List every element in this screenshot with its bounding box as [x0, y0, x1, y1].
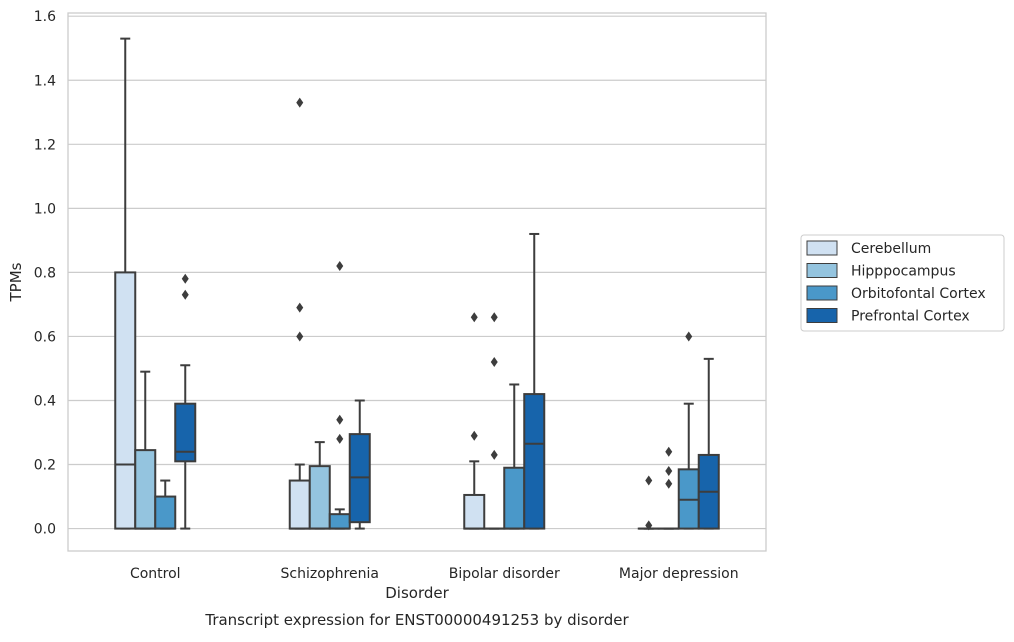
outlier-point — [296, 331, 303, 341]
y-tick-label: 1.4 — [34, 73, 56, 89]
legend-item: Cerebellum — [807, 241, 931, 257]
plot-area — [115, 39, 719, 531]
box — [155, 497, 175, 529]
legend: Cerebellum Hipppocampus Orbitofontal Corte… — [801, 235, 1004, 331]
y-tick-label: 0.0 — [34, 522, 56, 538]
legend-item: Orbitofontal Cortex — [807, 286, 986, 302]
grid-layer — [68, 16, 766, 528]
box-group — [524, 234, 544, 529]
outlier-point — [685, 331, 692, 341]
outlier-point — [665, 466, 672, 476]
x-axis-label: Disorder — [385, 584, 449, 602]
y-axis-label: TPMs — [7, 262, 25, 302]
y-tick-label: 1.2 — [34, 137, 56, 153]
plot-frame — [68, 13, 766, 551]
x-tick-label: Bipolar disorder — [449, 566, 560, 582]
box — [504, 468, 524, 529]
box-group — [679, 331, 699, 528]
box — [464, 495, 484, 529]
outlier-point — [471, 431, 478, 441]
outlier-point — [336, 415, 343, 425]
box-group — [350, 400, 370, 528]
box-group — [330, 261, 350, 529]
outlier-point — [471, 312, 478, 322]
outlier-point — [645, 476, 652, 486]
y-axis: 0.0 0.2 0.4 0.6 0.8 1.0 1.2 1.4 1.6 — [34, 9, 56, 537]
x-axis: Control Schizophrenia Bipolar disorder Majo… — [130, 566, 739, 582]
y-tick-label: 0.8 — [34, 265, 56, 281]
outlier-point — [336, 434, 343, 444]
box-group — [699, 359, 719, 529]
legend-label: Prefrontal Cortex — [851, 309, 970, 325]
outlier-point — [296, 98, 303, 108]
y-tick-label: 0.2 — [34, 458, 56, 474]
x-tick-label: Major depression — [619, 566, 739, 582]
outlier-point — [182, 274, 189, 284]
legend-swatch — [807, 241, 837, 255]
legend-item: Hipppocampus — [807, 264, 956, 280]
box-group — [504, 384, 524, 528]
outlier-point — [491, 450, 498, 460]
legend-swatch — [807, 264, 837, 278]
legend-label: Orbitofontal Cortex — [851, 286, 986, 302]
chart-title: Transcript expression for ENST0000049125… — [204, 611, 629, 629]
outlier-point — [491, 357, 498, 367]
outlier-point — [296, 303, 303, 313]
outlier-point — [665, 447, 672, 457]
y-tick-label: 1.0 — [34, 201, 56, 217]
box-group — [135, 372, 155, 529]
legend-item: Prefrontal Cortex — [807, 309, 970, 325]
y-tick-label: 0.6 — [34, 329, 56, 345]
legend-label: Cerebellum — [851, 241, 931, 257]
x-tick-label: Control — [130, 566, 181, 582]
box — [135, 450, 155, 528]
legend-label: Hipppocampus — [851, 264, 956, 280]
box — [310, 466, 330, 528]
box-group — [310, 442, 330, 528]
box-group — [659, 447, 679, 529]
box — [290, 481, 310, 529]
box-group — [115, 39, 135, 529]
outlier-point — [336, 261, 343, 271]
x-tick-label: Schizophrenia — [281, 566, 379, 582]
box-group — [639, 476, 659, 531]
box-group — [175, 274, 195, 529]
outlier-point — [182, 290, 189, 300]
box — [115, 272, 135, 528]
box-group — [464, 312, 484, 528]
legend-swatch — [807, 309, 837, 323]
legend-swatch — [807, 286, 837, 300]
box-group — [484, 312, 504, 528]
box — [330, 514, 350, 528]
y-tick-label: 0.4 — [34, 393, 56, 409]
outlier-point — [665, 479, 672, 489]
y-tick-label: 1.6 — [34, 9, 56, 25]
box-group — [155, 481, 175, 529]
outlier-point — [491, 312, 498, 322]
box — [524, 394, 544, 529]
